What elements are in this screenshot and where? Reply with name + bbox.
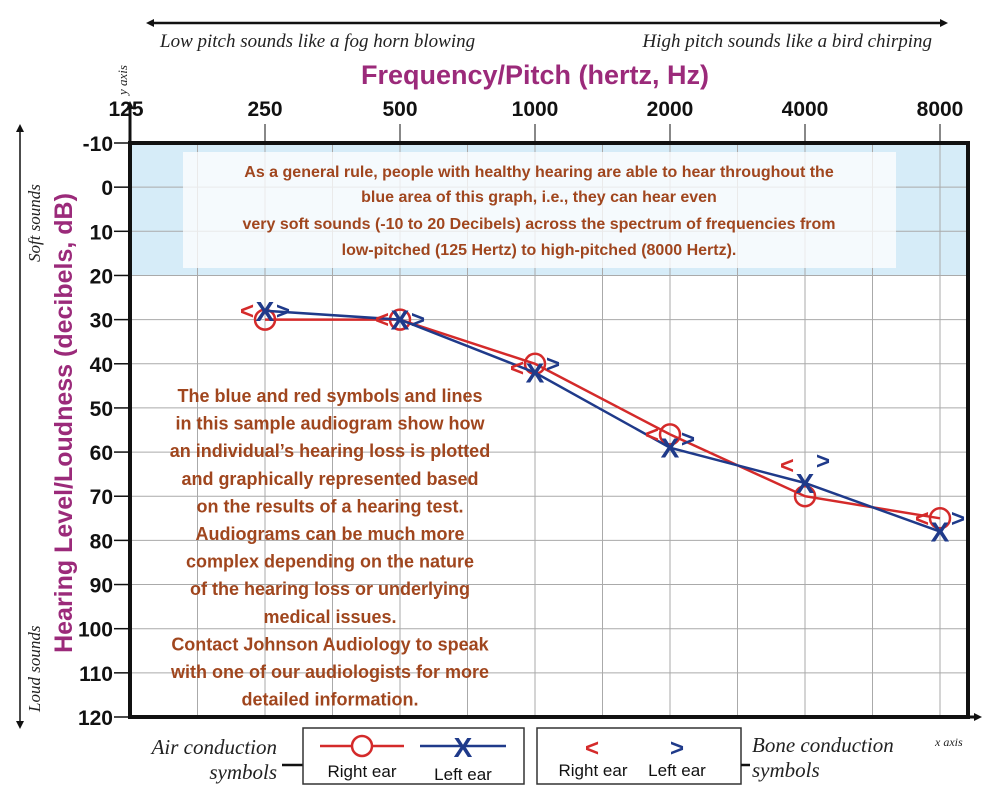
left-ear-bone-point: > xyxy=(816,448,830,475)
x-tick-label: 125 xyxy=(108,98,143,121)
left-ear-bone-point: > xyxy=(411,307,425,334)
series-line xyxy=(265,318,941,520)
body-note-line: in this sample audiogram show how xyxy=(175,414,485,434)
left-ear-bone-point: > xyxy=(276,298,290,325)
bone-legend-title-2: symbols xyxy=(752,758,820,782)
y-tick-label: 20 xyxy=(90,265,113,288)
axis-ticks: 125 250 500 1000 2000 4000 8000 -10 0 10 20 30 40 50 6… xyxy=(78,98,963,730)
left-ear-air-point: X xyxy=(256,296,275,327)
left-ear-air-point: X xyxy=(661,433,680,464)
x-tick-label: 1000 xyxy=(512,98,559,121)
band-note-line: low-pitched (125 Hertz) to high-pitched … xyxy=(342,242,737,259)
body-note-line: detailed information. xyxy=(241,690,418,710)
y-tick-label: 50 xyxy=(90,398,113,421)
y-tick-label: 100 xyxy=(78,619,113,642)
low-pitch-caption: Low pitch sounds like a fog horn blowing xyxy=(159,31,475,52)
y-tick-label: 90 xyxy=(90,575,113,598)
right-ear-air-legend-icon xyxy=(350,734,374,758)
left-ear-bone-point: > xyxy=(546,351,560,378)
left-ear-air-legend-icon: X xyxy=(454,732,473,763)
y-axis-title: Hearing Level/Loudness (decibels, dB) xyxy=(50,193,78,653)
band-note-line: very soft sounds (-10 to 20 Decibels) ac… xyxy=(242,216,835,233)
y-tick-label: 0 xyxy=(101,177,113,200)
series-line xyxy=(264,309,941,533)
bone-left-ear-label: Left ear xyxy=(648,761,706,780)
body-note-line: complex depending on the nature xyxy=(186,552,474,572)
body-note-line: on the results of a hearing test. xyxy=(196,496,463,516)
right-ear-air-point xyxy=(928,507,952,530)
band-note: As a general rule, people with healthy h… xyxy=(242,164,835,259)
right-ear-bone-point: < xyxy=(915,505,929,532)
y-tick-label: -10 xyxy=(83,133,113,156)
band-note-line: blue area of this graph, i.e., they can … xyxy=(361,189,717,206)
x-tick-label: 2000 xyxy=(647,98,694,121)
air-left-ear-label: Left ear xyxy=(434,765,492,784)
air-right-ear-label: Right ear xyxy=(328,762,397,781)
band-note-line: As a general rule, people with healthy h… xyxy=(244,164,834,181)
body-note-line: The blue and red symbols and lines xyxy=(177,386,482,406)
air-legend-title-1: Air conduction xyxy=(150,735,277,759)
y-tick-label: 10 xyxy=(90,221,113,244)
left-ear-bone-point: > xyxy=(951,505,965,532)
band-note-box xyxy=(183,152,896,268)
y-tick-label: 80 xyxy=(90,530,113,553)
left-ear-bone-legend-icon: > xyxy=(670,735,684,762)
air-legend-title-2: symbols xyxy=(209,760,277,784)
right-ear-bone-point: < xyxy=(645,421,659,448)
y-tick-label: 120 xyxy=(78,707,113,730)
body-note-line: Audiograms can be much more xyxy=(195,524,464,544)
body-note-line: Contact Johnson Audiology to speak xyxy=(171,634,489,654)
body-note: The blue and red symbols and lines in thi… xyxy=(170,386,490,710)
right-ear-bone-legend-icon: < xyxy=(585,735,599,762)
body-note-line: an individual’s hearing loss is plotted xyxy=(170,441,490,461)
left-ear-bone-point: > xyxy=(681,426,695,453)
body-note-line: and graphically represented based xyxy=(181,469,478,489)
y-tick-label: 110 xyxy=(79,663,113,686)
y-tick-label: 30 xyxy=(90,310,113,333)
body-note-line: with one of our audiologists for more xyxy=(170,662,489,682)
body-note-line: of the hearing loss or underlying xyxy=(190,579,470,599)
left-ear-air-point: X xyxy=(931,517,950,548)
soft-sounds-label: Soft sounds xyxy=(25,184,44,262)
left-ear-air-point: X xyxy=(526,358,545,389)
right-ear-bone-point: < xyxy=(375,307,389,334)
left-ear-air-point: X xyxy=(796,468,815,499)
air-legend-box: X Right ear Left ear xyxy=(302,727,525,785)
y-tick-label: 70 xyxy=(90,486,113,509)
y-axis-tag: y axis xyxy=(115,65,130,97)
right-ear-bone-point: < xyxy=(780,452,794,479)
right-ear-air-point xyxy=(658,423,682,446)
right-ear-bone-point: < xyxy=(510,355,524,382)
bone-legend-title-1: Bone conduction xyxy=(752,733,894,757)
right-ear-air-point xyxy=(253,308,277,331)
x-tick-label: 4000 xyxy=(782,98,829,121)
right-ear-air-point xyxy=(793,484,817,508)
loud-sounds-label: Loud sounds xyxy=(25,625,44,713)
x-axis-title: Frequency/Pitch (hertz, Hz) xyxy=(361,60,709,90)
body-note-line: medical issues. xyxy=(263,607,396,627)
y-tick-label: 40 xyxy=(90,354,113,377)
right-ear-bone-point: < xyxy=(240,298,254,325)
x-tick-label: 250 xyxy=(247,98,282,121)
x-tick-label: 8000 xyxy=(917,98,964,121)
left-ear-air-point: X xyxy=(391,305,410,336)
bone-right-ear-label: Right ear xyxy=(559,761,628,780)
x-tick-label: 500 xyxy=(382,98,417,121)
y-tick-label: 60 xyxy=(90,442,113,465)
high-pitch-caption: High pitch sounds like a bird chirping xyxy=(641,31,932,52)
x-axis-tag: x axis xyxy=(934,735,963,749)
bone-legend-box: < > Right ear Left ear xyxy=(536,727,742,785)
